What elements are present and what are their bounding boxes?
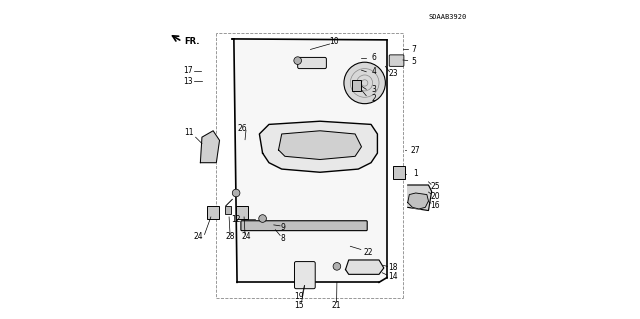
Polygon shape bbox=[200, 131, 220, 163]
Text: 24: 24 bbox=[193, 232, 203, 241]
Bar bbox=[236, 206, 248, 219]
FancyBboxPatch shape bbox=[241, 221, 367, 231]
Polygon shape bbox=[408, 185, 431, 211]
Bar bbox=[394, 166, 404, 179]
Text: 19: 19 bbox=[294, 292, 304, 301]
Text: 10: 10 bbox=[329, 37, 339, 46]
Text: 21: 21 bbox=[332, 301, 340, 310]
Text: 1: 1 bbox=[413, 169, 418, 178]
FancyBboxPatch shape bbox=[298, 57, 326, 69]
Text: 22: 22 bbox=[363, 248, 372, 256]
Polygon shape bbox=[232, 39, 387, 282]
Text: 18: 18 bbox=[388, 263, 398, 272]
Text: 15: 15 bbox=[294, 301, 304, 310]
Text: 28: 28 bbox=[225, 232, 235, 241]
Text: 25: 25 bbox=[431, 182, 440, 191]
Text: 14: 14 bbox=[388, 272, 398, 281]
Text: 7: 7 bbox=[412, 45, 417, 54]
Text: 26: 26 bbox=[238, 124, 248, 133]
Text: 12: 12 bbox=[232, 215, 241, 224]
Bar bbox=[207, 206, 219, 219]
FancyBboxPatch shape bbox=[389, 55, 404, 66]
Text: 3: 3 bbox=[371, 85, 376, 94]
Text: 24: 24 bbox=[241, 232, 251, 241]
Polygon shape bbox=[346, 260, 384, 274]
Polygon shape bbox=[259, 121, 378, 172]
Text: 6: 6 bbox=[371, 53, 376, 62]
Circle shape bbox=[344, 62, 385, 104]
Text: FR.: FR. bbox=[184, 37, 200, 46]
Text: 13: 13 bbox=[183, 77, 193, 86]
Text: 23: 23 bbox=[388, 69, 398, 78]
Bar bbox=[225, 206, 231, 214]
Text: 11: 11 bbox=[184, 128, 194, 137]
Text: 27: 27 bbox=[411, 146, 420, 155]
Text: 2: 2 bbox=[371, 94, 376, 103]
Text: 9: 9 bbox=[281, 223, 285, 232]
Polygon shape bbox=[278, 131, 362, 160]
Circle shape bbox=[259, 215, 266, 222]
Circle shape bbox=[333, 263, 340, 270]
FancyBboxPatch shape bbox=[294, 262, 316, 289]
Polygon shape bbox=[408, 193, 428, 209]
Circle shape bbox=[294, 57, 301, 64]
Text: SDAAB3920: SDAAB3920 bbox=[429, 14, 467, 20]
Text: 8: 8 bbox=[281, 234, 285, 243]
Bar bbox=[352, 80, 362, 91]
Text: 17: 17 bbox=[183, 66, 193, 75]
Circle shape bbox=[232, 189, 240, 197]
Text: 5: 5 bbox=[412, 57, 417, 66]
Text: 16: 16 bbox=[431, 201, 440, 210]
Text: 20: 20 bbox=[431, 192, 440, 201]
Text: 4: 4 bbox=[371, 67, 376, 76]
